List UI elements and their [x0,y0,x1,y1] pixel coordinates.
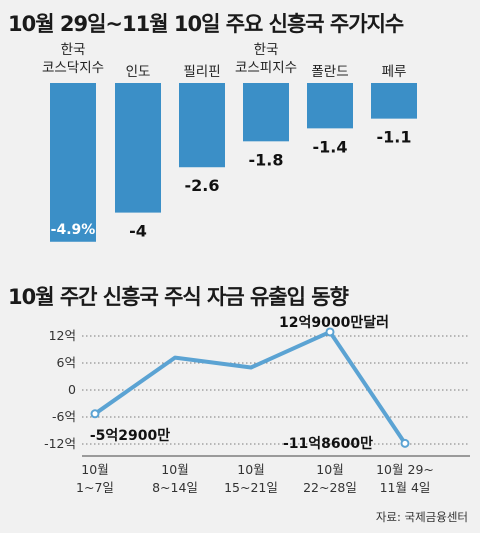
x-tick-label-2-1: 15~21일 [224,480,278,495]
line-point-0 [90,409,100,419]
bar-category-label-3-1: 코스피지수 [235,60,297,76]
bar-1 [115,83,161,213]
bar-value-label-4: -1.4 [313,137,348,156]
x-tick-label-3-1: 22~28일 [303,480,357,495]
y-tick-label-2: 0 [68,382,76,397]
bar-chart-title: 10월 29일~11월 10일 주요 신흥국 주가지수 [8,12,404,36]
annotation-2: -11억8600만 [283,436,373,452]
bar-4 [307,83,353,129]
bar-5 [371,83,417,119]
y-tick-label-1: 6억 [57,355,76,370]
x-tick-label-2-0: 10월 [237,462,264,477]
bar-value-label-5: -1.1 [377,128,412,147]
bar-category-label-2-0: 필리핀 [183,64,220,80]
x-tick-label-4-0: 10월 29~ [376,462,434,477]
x-tick-label-3-0: 10월 [316,462,343,477]
annotation-0: -5억2900만 [90,428,170,444]
bar-value-label-0: -4.9% [51,222,96,238]
line-point-4 [400,438,410,448]
bar-value-label-1: -4 [129,222,147,241]
bar-value-label-3: -1.8 [249,150,284,169]
source-note: 자료: 국제금융센터 [375,510,468,524]
bar-2 [179,83,225,168]
bar-category-label-0-1: 코스닥지수 [42,60,104,76]
x-tick-label-1-0: 10월 [161,462,188,477]
bar-3 [243,83,289,142]
x-tick-label-0-1: 1~7일 [76,480,114,495]
line-chart-title: 10월 주간 신흥국 주식 자금 유출입 동향 [8,285,349,309]
y-tick-label-0: 12억 [49,328,76,343]
bar-value-label-2: -2.6 [185,176,220,195]
bar-0 [50,83,96,242]
bar-category-label-0-0: 한국 [61,42,86,58]
x-tick-label-1-1: 8~14일 [152,480,198,495]
x-tick-label-4-1: 11월 4일 [380,480,431,495]
bar-category-label-5-0: 페루 [382,64,407,80]
annotation-1: 12억9000만달러 [279,315,389,331]
x-tick-label-0-0: 10월 [81,462,108,477]
y-tick-label-3: -6억 [52,409,76,424]
bar-category-label-4-0: 폴란드 [311,64,348,80]
line-series [93,329,407,445]
line-point-3 [325,327,335,337]
bar-category-label-1-0: 인도 [126,64,151,80]
bar-category-label-3-0: 한국 [254,42,279,58]
y-tick-label-4: -12억 [44,436,76,451]
